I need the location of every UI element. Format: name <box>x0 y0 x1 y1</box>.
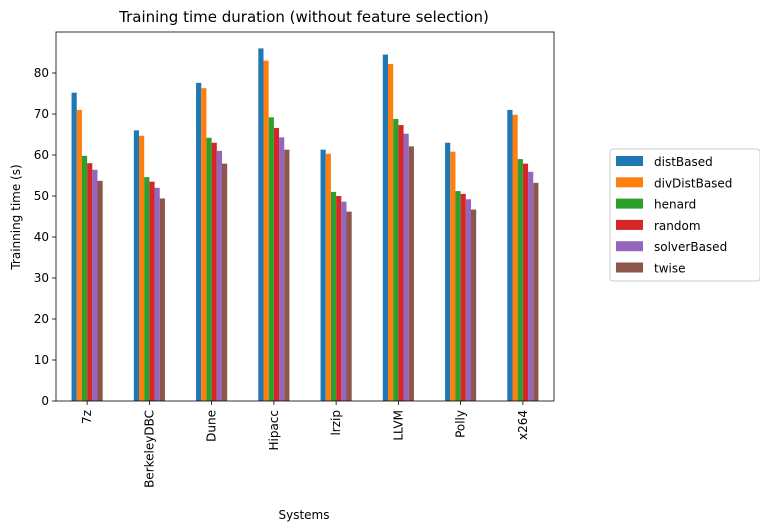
bar-divDistBased-BerkeleyDBC <box>139 135 145 402</box>
bar-henard-BerkeleyDBC <box>144 177 150 401</box>
bar-twise-Dune <box>222 163 228 401</box>
legend-label-distBased: distBased <box>654 155 713 169</box>
legend-swatch-distBased <box>616 156 643 166</box>
y-tick-label: 70 <box>34 107 49 121</box>
chart-title: Training time duration (without feature … <box>118 8 489 26</box>
bar-random-Dune <box>211 142 217 401</box>
bar-solverBased-LLVM <box>403 133 409 401</box>
legend-label-henard: henard <box>654 198 696 212</box>
y-tick-label: 60 <box>34 148 49 162</box>
x-tick-label: Hipacc <box>267 410 281 451</box>
y-tick-label: 30 <box>34 271 49 285</box>
y-tick-label: 40 <box>34 230 49 244</box>
bar-random-Polly <box>460 193 466 401</box>
bar-solverBased-Hipacc <box>279 137 285 401</box>
legend: distBased divDistBased henard random solverB… <box>609 148 760 282</box>
axes-frame <box>55 31 555 402</box>
x-tick-label: 7z <box>80 410 94 424</box>
bar-henard-lrzip <box>330 191 337 401</box>
x-tick-label: Dune <box>205 410 219 442</box>
bar-henard-LLVM <box>393 118 399 402</box>
bar-distBased-7z <box>71 92 77 402</box>
y-tick-label: 20 <box>34 312 49 326</box>
bar-twise-Polly <box>471 209 477 401</box>
legend-label-solverBased: solverBased <box>654 240 727 254</box>
bar-distBased-LLVM <box>382 54 388 402</box>
bar-distBased-lrzip <box>320 149 326 401</box>
bar-twise-BerkeleyDBC <box>159 198 165 401</box>
bar-distBased-Hipacc <box>258 48 264 402</box>
legend-swatch-henard <box>616 198 643 209</box>
bar-random-Hipacc <box>273 127 280 401</box>
bar-distBased-BerkeleyDBC <box>133 130 139 401</box>
bar-solverBased-BerkeleyDBC <box>154 187 160 401</box>
x-tick-label: BerkeleyDBC <box>142 410 156 488</box>
x-tick-label: lrzip <box>329 410 343 436</box>
legend-swatch-solverBased <box>616 241 643 252</box>
y-tick-label: 80 <box>34 66 49 80</box>
x-tick-label: x264 <box>516 410 530 440</box>
bar-solverBased-x264 <box>528 171 534 401</box>
legend-swatch-divDistBased <box>616 177 643 188</box>
bar-solverBased-Polly <box>465 199 471 401</box>
bar-divDistBased-LLVM <box>388 63 394 401</box>
bar-henard-7z <box>81 155 88 401</box>
bar-random-BerkeleyDBC <box>149 181 155 401</box>
bar-henard-x264 <box>517 159 523 401</box>
bar-twise-LLVM <box>408 146 414 401</box>
bar-divDistBased-7z <box>76 109 82 402</box>
x-tick-label: Polly <box>454 410 468 438</box>
y-tick-label: 0 <box>41 394 49 408</box>
y-axis-label: Trainning time (s) <box>9 164 23 270</box>
bar-henard-Polly <box>455 191 461 401</box>
plot-area: 0 10 20 30 40 50 60 70 80 7z BerkeleyDBC Dune Hipacc… <box>34 31 555 488</box>
legend-swatch-random <box>616 219 643 230</box>
legend-frame <box>609 148 760 282</box>
bar-henard-Hipacc <box>268 117 274 401</box>
bar-distBased-Dune <box>196 82 202 401</box>
bar-random-7z <box>87 163 93 401</box>
bar-twise-Hipacc <box>284 149 290 401</box>
x-axis-label: Systems <box>279 508 330 522</box>
legend-swatch-twise <box>616 262 643 273</box>
bar-solverBased-lrzip <box>341 201 347 401</box>
bar-divDistBased-Dune <box>201 88 207 402</box>
bar-divDistBased-x264 <box>512 114 518 401</box>
bar-henard-Dune <box>206 137 212 401</box>
bar-random-LLVM <box>398 125 404 401</box>
bar-divDistBased-Polly <box>450 151 456 401</box>
legend-label-twise: twise <box>654 262 686 276</box>
bar-distBased-Polly <box>445 142 451 401</box>
bar-solverBased-7z <box>92 169 98 401</box>
bar-twise-7z <box>97 180 103 401</box>
bar-divDistBased-Hipacc <box>263 60 269 401</box>
bar-distBased-x264 <box>507 109 513 402</box>
bar-divDistBased-lrzip <box>325 153 331 401</box>
bar-twise-x264 <box>533 182 539 401</box>
x-tick-label: LLVM <box>391 410 405 441</box>
bar-random-lrzip <box>336 196 342 401</box>
y-tick-label: 50 <box>34 189 49 203</box>
legend-label-random: random <box>654 219 701 233</box>
bar-twise-lrzip <box>346 211 352 401</box>
legend-label-divDistBased: divDistBased <box>654 176 732 190</box>
bar-solverBased-Dune <box>216 150 222 401</box>
y-tick-label: 10 <box>34 353 49 367</box>
bar-random-x264 <box>522 163 529 401</box>
